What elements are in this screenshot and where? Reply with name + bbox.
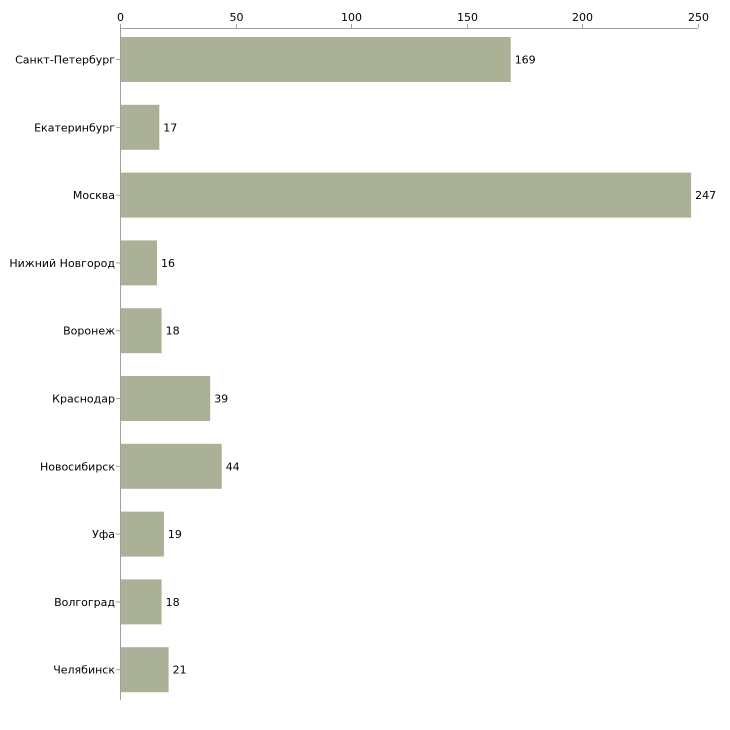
bar	[120, 104, 160, 150]
value-label: 39	[214, 393, 228, 406]
value-label: 17	[163, 121, 177, 134]
value-label: 44	[226, 460, 240, 473]
value-label: 247	[695, 189, 716, 202]
value-label: 19	[168, 528, 182, 541]
bar	[120, 172, 692, 218]
category-label: Челябинск	[53, 664, 115, 677]
category-label: Волгоград	[54, 596, 115, 609]
x-tick-label: 200	[572, 11, 593, 24]
bar	[120, 376, 211, 421]
category-label: Новосибирск	[40, 460, 115, 473]
bar	[120, 511, 164, 557]
x-tick-label: 50	[230, 11, 244, 24]
bar	[120, 308, 162, 354]
value-labels: 169 17 247 16 18 39 44 19 18 21	[161, 54, 716, 677]
category-labels: Санкт-Петербург Екатеринбург Москва Нижний …	[9, 54, 120, 677]
bars	[120, 37, 692, 693]
x-tick-label: 100	[341, 11, 362, 24]
bar	[120, 579, 162, 625]
x-axis-ticks: 0 50 100 150 200 250	[117, 11, 709, 28]
category-label: Уфа	[92, 528, 115, 541]
value-label: 16	[161, 257, 175, 270]
value-label: 21	[173, 664, 187, 677]
bar	[120, 240, 157, 286]
value-label: 169	[515, 54, 536, 67]
category-label: Воронеж	[63, 325, 115, 338]
bar	[120, 443, 222, 489]
bar	[120, 37, 511, 82]
value-label: 18	[166, 325, 180, 338]
value-label: 18	[166, 596, 180, 609]
x-tick-label: 150	[457, 11, 478, 24]
x-tick-label: 250	[688, 11, 709, 24]
category-label: Санкт-Петербург	[15, 54, 115, 67]
category-label: Екатеринбург	[34, 121, 115, 134]
category-label: Нижний Новгород	[9, 257, 115, 270]
category-label: Краснодар	[52, 393, 115, 406]
bar	[120, 647, 169, 693]
category-label: Москва	[73, 189, 115, 202]
x-tick-label: 0	[117, 11, 124, 24]
